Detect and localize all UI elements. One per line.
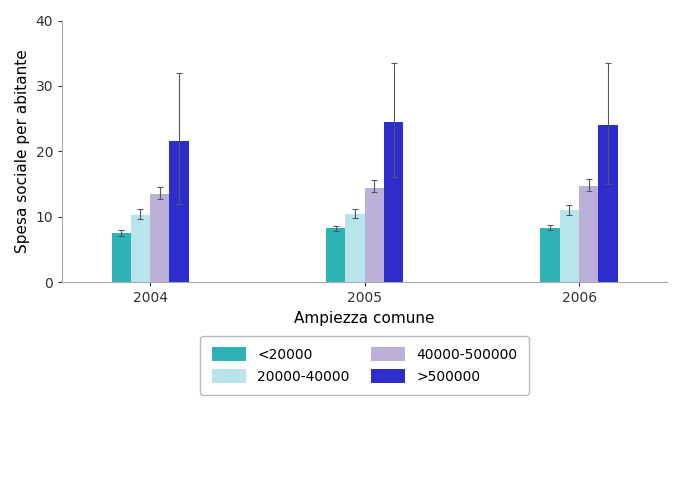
Y-axis label: Spesa sociale per abitante: Spesa sociale per abitante (15, 50, 30, 253)
Legend: <20000, 20000-40000, 40000-500000, >500000: <20000, 20000-40000, 40000-500000, >5000… (201, 336, 529, 395)
Bar (365, 188, 384, 282)
Bar (598, 125, 618, 282)
Bar (384, 122, 403, 282)
Bar (579, 186, 598, 282)
Bar (326, 229, 345, 282)
Bar (345, 214, 365, 282)
Bar (112, 233, 131, 282)
Bar (560, 210, 579, 282)
Bar (540, 228, 560, 282)
X-axis label: Ampiezza comune: Ampiezza comune (295, 310, 435, 326)
Bar (131, 215, 150, 282)
Bar (150, 194, 169, 282)
Bar (169, 141, 189, 282)
